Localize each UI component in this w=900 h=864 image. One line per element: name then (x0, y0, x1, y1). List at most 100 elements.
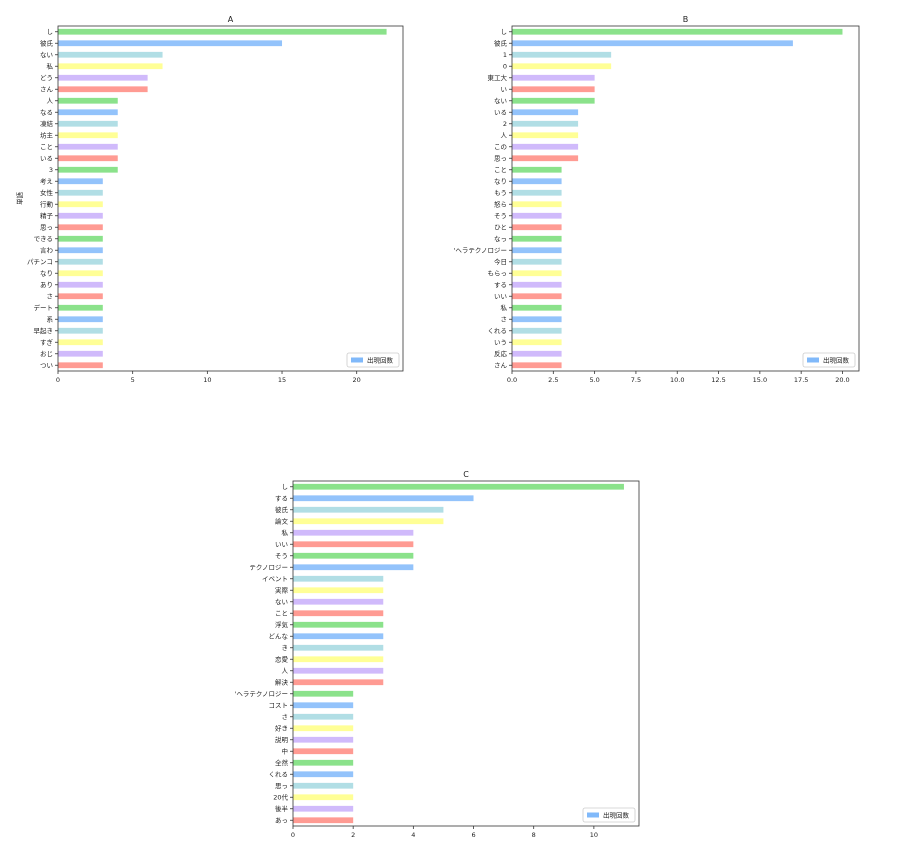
y-tick-label: コスト (269, 702, 289, 710)
y-tick-label: する (275, 495, 288, 503)
legend-swatch (587, 812, 599, 818)
x-tick-label: 15.0 (753, 376, 767, 384)
y-tick-label: 20代 (273, 793, 288, 802)
x-tick-label: 5 (131, 376, 135, 384)
y-tick-label: 人 (47, 97, 54, 105)
y-tick-label: イベント (262, 575, 288, 583)
bar (293, 702, 354, 709)
bar (512, 350, 562, 357)
y-tick-label: 論文 (275, 517, 289, 526)
x-tick-label: 8 (532, 831, 536, 839)
legend-box (346, 352, 400, 368)
y-tick-label: なる (40, 109, 53, 117)
bar (512, 109, 579, 116)
bar (512, 28, 843, 35)
y-tick-label: 1 (503, 51, 507, 59)
x-tick-label: 20.0 (835, 376, 849, 384)
bar (512, 74, 595, 81)
y-tick-label: 私 (282, 528, 289, 537)
y-tick-label: き (282, 644, 289, 652)
y-tick-label: し (501, 28, 508, 36)
bar (293, 817, 354, 824)
chart-C: C しする彼氏論文私いいそうテクノロジーイベント実際ないこと浮気どんなき恋愛人解決… (235, 470, 640, 839)
y-tick-label: そう (494, 212, 507, 220)
bar (58, 258, 103, 265)
x-tick-label: 5.0 (589, 376, 599, 384)
y-tick-label: 精子 (40, 211, 54, 220)
x-tick-label: 12.5 (711, 376, 725, 384)
bar (58, 178, 103, 185)
bar (293, 679, 384, 686)
y-tick-label: なり (494, 178, 507, 186)
bar (293, 725, 354, 732)
y-tick-label: なっ (494, 235, 507, 243)
x-tick-label: 0 (291, 831, 295, 839)
y-tick-label: い (501, 86, 508, 94)
bar (512, 132, 579, 139)
y-tick-label: 浮気 (275, 620, 289, 629)
bar (58, 327, 103, 334)
bar (293, 610, 384, 617)
plot-frame (57, 25, 404, 372)
bar (58, 120, 118, 127)
y-tick-label: テクノロジー (249, 564, 288, 572)
bar (293, 587, 384, 594)
x-tick-label: 10 (203, 376, 211, 384)
chart-title: B (683, 15, 689, 24)
y-tick-label: 2 (503, 120, 507, 128)
y-tick-label: 行動 (40, 200, 54, 209)
bar (293, 656, 384, 663)
bar (512, 97, 595, 104)
legend-label: 出現回数 (823, 356, 850, 365)
y-tick-label: 思っ (275, 782, 288, 790)
y-tick-label: いう (494, 339, 507, 347)
legend-swatch (351, 357, 363, 363)
bar (293, 518, 444, 525)
bar (512, 235, 562, 242)
y-tick-label: 考え (40, 178, 53, 186)
bar (293, 782, 354, 789)
y-tick-label: 恋愛 (275, 655, 289, 664)
bar (58, 132, 118, 139)
x-tick-label: 7.5 (631, 376, 641, 384)
y-tick-label: 思っ (40, 224, 53, 232)
y-tick-label: くれる (269, 771, 289, 779)
bar (512, 201, 562, 208)
plot-frame (511, 25, 860, 372)
bar (293, 794, 354, 801)
y-tick-label: 後半 (275, 804, 289, 813)
bar (293, 759, 354, 766)
y-tick-label: こと (275, 610, 288, 618)
bar (58, 74, 148, 81)
bar (58, 281, 103, 288)
x-tick-label: 4 (411, 831, 415, 839)
y-tick-label: ない (275, 598, 288, 606)
legend-swatch (807, 357, 819, 363)
bar (293, 598, 384, 605)
bar (293, 667, 384, 674)
bar (512, 304, 562, 311)
y-tick-label: 系 (47, 315, 54, 324)
y-tick-label: 反応 (494, 349, 508, 358)
y-tick-label: そう (275, 552, 288, 560)
bar (58, 212, 103, 219)
y-tick-label: 3 (49, 166, 53, 174)
y-tick-label: 怒ら (494, 200, 507, 209)
bar (58, 224, 103, 231)
y-tick-label: いる (40, 155, 53, 163)
bar (58, 316, 103, 323)
bar (512, 281, 562, 288)
y-tick-label: 0 (503, 63, 507, 71)
legend-label: 出現回数 (367, 356, 394, 365)
bar (293, 736, 354, 743)
chart-title: C (463, 470, 469, 479)
y-tick-label: 'ヘラテクノロジー (454, 247, 507, 255)
bar (512, 270, 562, 277)
y-tick-label: 好き (275, 724, 288, 733)
bar (512, 40, 793, 47)
bar (293, 690, 354, 697)
x-tick-label: 6 (471, 831, 475, 839)
y-tick-label: いる (494, 109, 507, 117)
bar (512, 327, 562, 334)
